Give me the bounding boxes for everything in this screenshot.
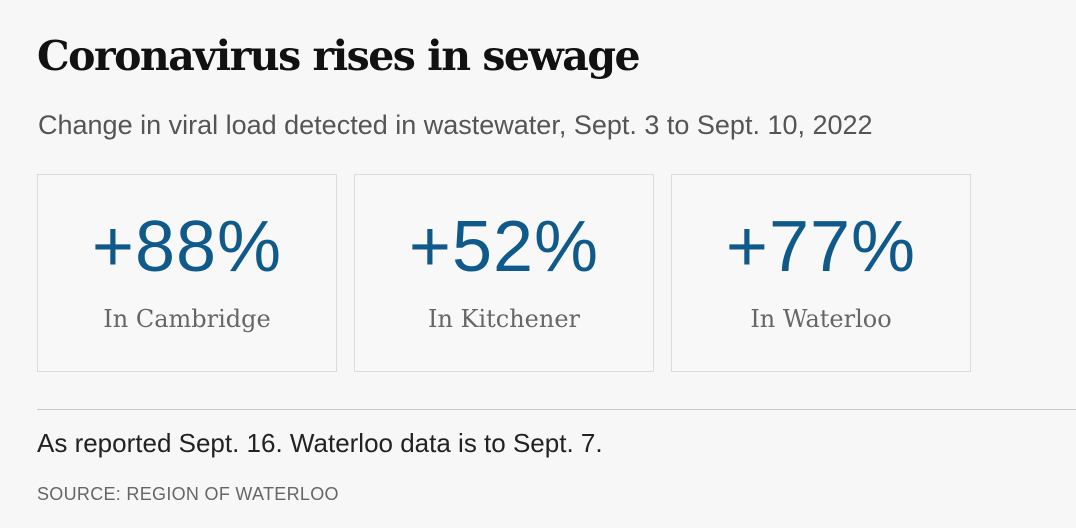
stat-value: +77% [725, 207, 917, 287]
chart-title: Coronavirus rises in sewage [37, 32, 641, 80]
stat-card-kitchener: +52% In Kitchener [354, 174, 654, 372]
stat-card-waterloo: +77% In Waterloo [671, 174, 971, 372]
source-credit: SOURCE: REGION OF WATERLOO [37, 484, 339, 504]
stat-card-cambridge: +88% In Cambridge [37, 174, 337, 372]
stat-cards: +88% In Cambridge +52% In Kitchener +77%… [37, 174, 977, 374]
divider [37, 409, 1076, 410]
chart-subtitle: Change in viral load detected in wastewa… [38, 110, 873, 140]
stat-label: In Waterloo [750, 305, 892, 333]
stat-value: +52% [408, 207, 600, 287]
stat-label: In Cambridge [103, 305, 271, 333]
stat-value: +88% [91, 207, 283, 287]
stat-label: In Kitchener [427, 305, 581, 333]
footnote: As reported Sept. 16. Waterloo data is t… [37, 428, 603, 458]
